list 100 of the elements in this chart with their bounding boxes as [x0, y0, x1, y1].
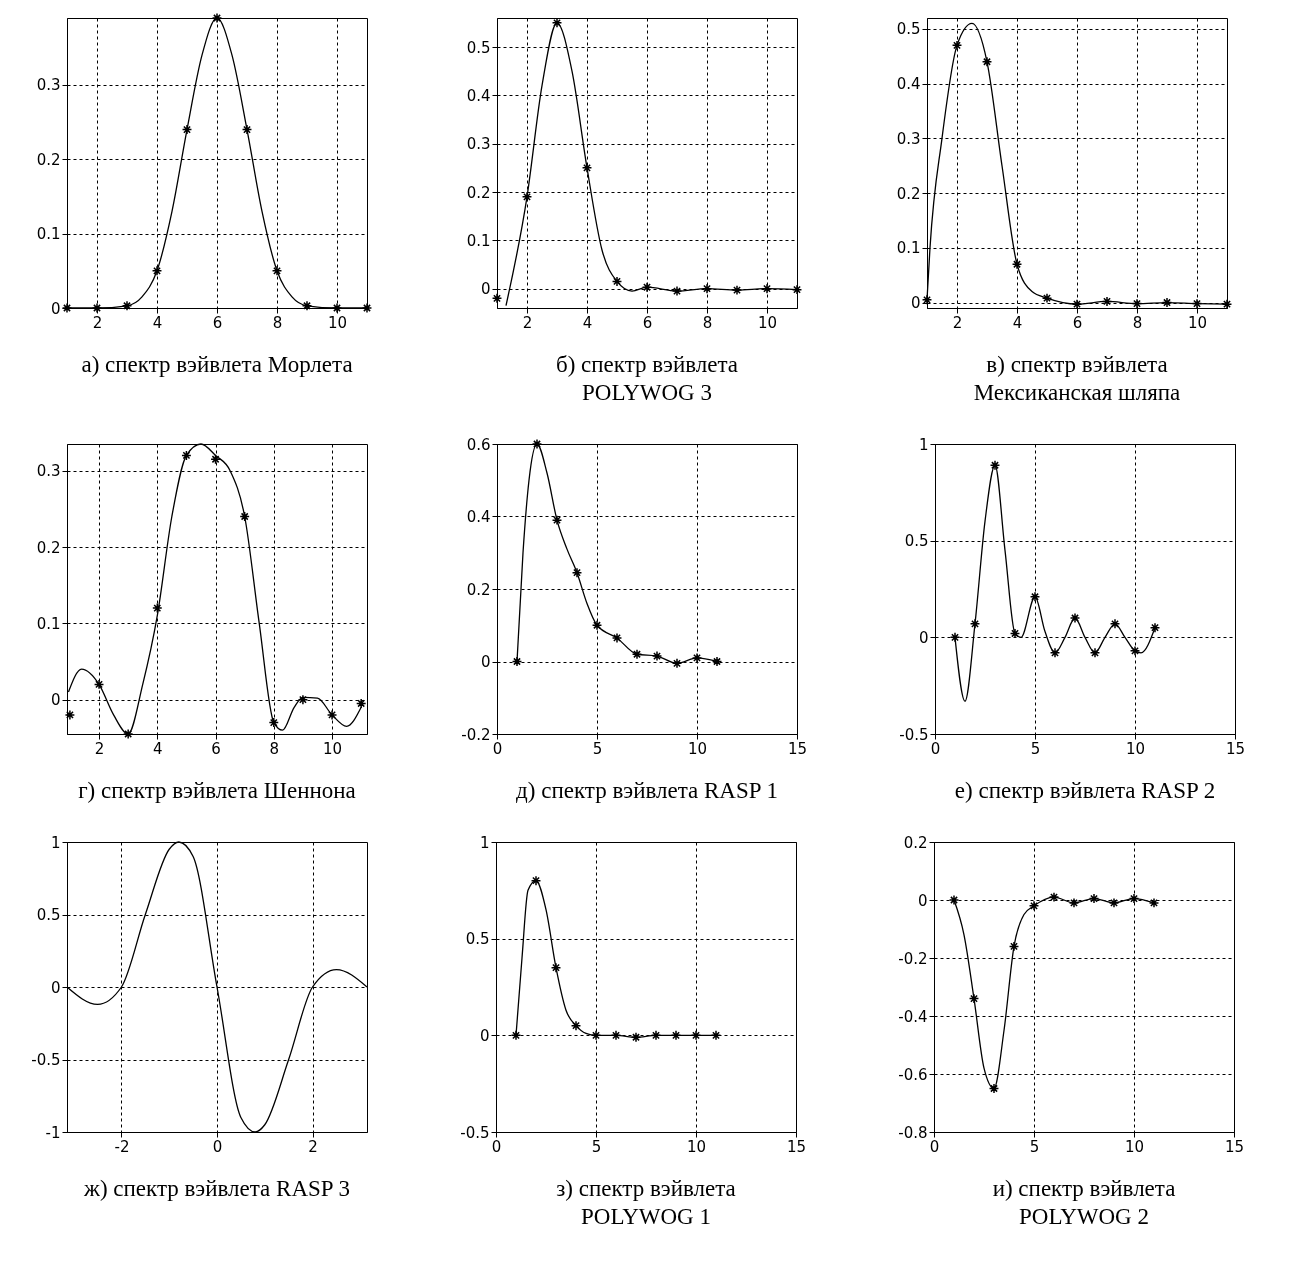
point	[1191, 298, 1203, 309]
point	[331, 302, 343, 314]
y-tick-label: -0.5	[899, 725, 929, 744]
point	[93, 679, 105, 690]
x-tick-label: 5	[1030, 739, 1041, 758]
point	[355, 698, 367, 709]
point	[570, 1020, 582, 1031]
x-tick-label: 15	[1225, 739, 1246, 758]
x-tick-label: 15	[1224, 1137, 1245, 1156]
y-tick-label: 0.3	[466, 135, 491, 154]
x-tick-label: 4	[582, 313, 593, 332]
point	[630, 1032, 642, 1043]
text: ж) спектр вэйвлета RASP 3	[83, 1176, 350, 1201]
y-tick-label: 0	[50, 299, 61, 318]
point	[1109, 618, 1121, 630]
point	[969, 618, 981, 630]
point	[1108, 897, 1120, 909]
point	[611, 276, 623, 287]
point	[650, 1030, 662, 1041]
point	[690, 1030, 702, 1041]
point	[510, 1030, 522, 1041]
y-tick-label: 0.3	[36, 462, 61, 481]
point	[1131, 298, 1143, 309]
point	[361, 302, 373, 314]
y-tick-label: 1	[918, 435, 929, 454]
y-tick-label: 1	[50, 833, 61, 852]
point	[521, 191, 533, 203]
y-tick-label: 0.1	[36, 614, 61, 633]
point	[241, 124, 253, 135]
x-tick-label: 6	[212, 313, 223, 332]
point	[301, 300, 313, 311]
y-tick-label: 0.5	[896, 20, 921, 39]
x-tick-label: 8	[1132, 313, 1143, 332]
point	[121, 300, 133, 311]
y-tick-label: 0	[480, 280, 491, 299]
point	[530, 875, 542, 886]
y-tick-label: 1	[479, 833, 490, 852]
point	[590, 1030, 602, 1041]
x-tick-label: 2	[94, 739, 105, 758]
x-tick-label: 10	[757, 313, 778, 332]
y-tick-label: 0.4	[466, 508, 491, 526]
point	[297, 694, 309, 705]
point	[988, 1083, 1000, 1094]
x-tick-label: 4	[153, 739, 163, 758]
y-tick-label: 0.2	[36, 538, 61, 557]
y-tick-label: 0.2	[36, 150, 61, 169]
y-tick-label: 0.2	[466, 580, 491, 599]
y-tick-label: 0	[50, 691, 61, 710]
y-tick-label: 0	[50, 978, 61, 997]
x-tick-label: 2	[308, 1137, 318, 1156]
x-tick-label: 5	[592, 739, 603, 758]
point	[181, 124, 193, 135]
point	[268, 717, 280, 728]
y-tick-label: 0.3	[896, 129, 921, 148]
y-tick-label: 0.2	[466, 183, 491, 202]
point	[1088, 893, 1100, 904]
point	[671, 658, 683, 669]
y-tick-label: 0	[918, 628, 929, 647]
point	[1148, 897, 1160, 909]
y-tick-label: 0.5	[466, 38, 491, 57]
x-tick-label: 2	[522, 313, 533, 332]
y-tick-label: 0.1	[466, 231, 491, 250]
y-tick-label: 0.3	[36, 76, 61, 95]
x-tick-label: 4	[152, 313, 163, 332]
point	[1041, 292, 1053, 304]
y-tick-label: 0.1	[36, 225, 61, 244]
point	[210, 454, 221, 465]
point	[610, 1030, 622, 1041]
point	[1129, 645, 1141, 657]
x-tick-label: 15	[786, 1137, 807, 1156]
x-tick-label: 6	[211, 739, 221, 758]
y-tick-label: 0.5	[36, 906, 61, 924]
y-tick-label: 0	[480, 653, 491, 671]
y-tick-label: 0.5	[904, 532, 929, 551]
point	[641, 281, 653, 293]
x-tick-label: 0	[212, 1137, 223, 1156]
text: в) спектр вэйвлета Мексиканская шляпа	[973, 352, 1181, 405]
point	[531, 438, 543, 450]
point	[710, 1030, 722, 1041]
point	[571, 567, 583, 578]
point	[1101, 296, 1113, 307]
x-tick-label: 2	[92, 313, 103, 332]
point	[981, 56, 993, 67]
y-tick-label: -0.2	[461, 725, 491, 744]
point	[951, 40, 963, 51]
point	[181, 450, 192, 461]
y-tick-label: 0.4	[896, 75, 921, 94]
point	[989, 460, 1001, 471]
x-tick-label: 6	[642, 313, 653, 332]
x-tick-label: 8	[272, 313, 283, 332]
point	[1029, 591, 1041, 602]
point	[491, 293, 503, 304]
point	[1221, 298, 1233, 310]
point	[949, 632, 961, 643]
x-tick-label: 10	[327, 313, 348, 332]
point	[591, 620, 603, 631]
point	[651, 650, 663, 662]
x-tick-label: 10	[323, 739, 343, 758]
x-tick-label: 0	[930, 739, 941, 758]
point	[581, 162, 593, 174]
